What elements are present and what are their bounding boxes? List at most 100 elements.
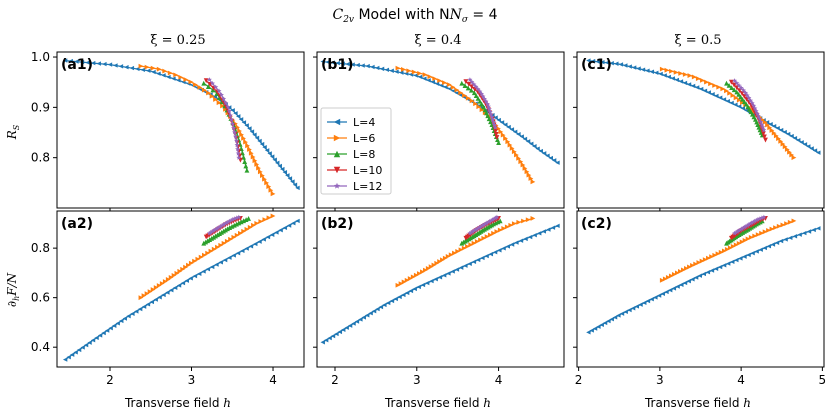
- data-point: [437, 78, 442, 84]
- data-point: [238, 117, 244, 122]
- data-point: [235, 146, 241, 152]
- data-point: [219, 222, 225, 228]
- data-point: [690, 83, 696, 89]
- data-point: [742, 224, 748, 230]
- data-point: [727, 245, 733, 251]
- data-point: [291, 221, 296, 226]
- data-point: [481, 235, 487, 241]
- data-point: [806, 144, 811, 149]
- data-point: [771, 130, 777, 136]
- data-point: [219, 92, 224, 98]
- data-point: [446, 271, 451, 276]
- data-point: [192, 258, 197, 264]
- column-header-2: ξ = 0.4: [415, 33, 462, 48]
- data-point: [253, 241, 258, 247]
- data-point: [209, 228, 215, 234]
- legend-label: L=12: [353, 180, 382, 193]
- data-point: [505, 244, 511, 249]
- data-point: [385, 300, 391, 306]
- data-point: [335, 60, 340, 66]
- data-point: [197, 84, 203, 90]
- panel-label-a2: (a2): [61, 216, 93, 232]
- panel-c2: 2 3 4 5 (c2): [573, 210, 826, 387]
- data-point: [237, 128, 243, 134]
- data-point: [218, 223, 224, 229]
- data-point: [247, 126, 252, 131]
- data-point: [541, 151, 547, 156]
- data-point: [687, 264, 692, 270]
- data-point: [678, 268, 683, 274]
- data-point: [365, 313, 370, 318]
- data-point: [129, 65, 135, 71]
- data-point: [545, 153, 550, 158]
- data-point: [493, 215, 498, 221]
- data-point: [736, 91, 742, 97]
- data-point: [454, 267, 460, 272]
- data-point: [686, 278, 691, 284]
- series-l4: [586, 58, 821, 155]
- data-point: [368, 311, 373, 316]
- data-point: [516, 219, 522, 225]
- data-point: [735, 228, 740, 234]
- legend-marker: [333, 166, 341, 174]
- data-point: [358, 317, 363, 322]
- data-point: [232, 216, 238, 221]
- data-point: [518, 159, 524, 165]
- data-point: [247, 147, 252, 152]
- data-point: [742, 237, 748, 243]
- data-point: [425, 266, 431, 271]
- data-point: [669, 68, 674, 74]
- data-point: [802, 142, 808, 147]
- data-point: [538, 148, 543, 154]
- data-point: [454, 87, 460, 93]
- data-point: [806, 229, 812, 234]
- y-tick-label: 0.6: [31, 291, 50, 305]
- data-point: [205, 238, 211, 244]
- data-point: [68, 58, 73, 64]
- data-point: [642, 300, 647, 306]
- data-point: [282, 170, 288, 175]
- data-point: [393, 296, 398, 302]
- data-point: [671, 286, 677, 291]
- data-point: [410, 274, 416, 280]
- y-tick-label: 0.9: [31, 100, 50, 114]
- data-point: [145, 302, 151, 307]
- data-point: [492, 124, 498, 130]
- data-point: [330, 333, 336, 339]
- data-point: [161, 292, 166, 298]
- data-point: [782, 129, 787, 135]
- data-point: [345, 61, 350, 67]
- series-l12: [207, 77, 242, 160]
- data-point: [473, 101, 478, 107]
- data-point: [192, 273, 198, 279]
- data-point: [750, 219, 756, 225]
- data-point: [243, 139, 248, 145]
- data-point: [420, 282, 426, 288]
- data-point: [527, 234, 533, 240]
- data-point: [694, 85, 700, 90]
- data-point: [257, 239, 262, 244]
- data-point: [104, 328, 110, 333]
- data-point: [429, 278, 434, 284]
- data-point: [244, 226, 250, 232]
- data-point: [721, 248, 727, 254]
- data-point: [754, 249, 759, 254]
- legend-label: L=10: [353, 164, 382, 177]
- data-point: [766, 244, 772, 249]
- data-point: [741, 99, 747, 105]
- data-point: [458, 265, 464, 270]
- data-point: [734, 257, 739, 263]
- data-point: [244, 167, 250, 173]
- data-point: [384, 67, 390, 73]
- data-point: [111, 323, 117, 328]
- data-point: [740, 106, 745, 111]
- data-point: [530, 216, 536, 221]
- data-point: [228, 217, 234, 223]
- data-point: [659, 66, 665, 72]
- data-point: [757, 216, 763, 221]
- data-point: [244, 123, 249, 128]
- data-point: [394, 69, 399, 74]
- data-point: [361, 315, 366, 320]
- series-l6: [395, 65, 536, 185]
- data-point: [423, 267, 428, 273]
